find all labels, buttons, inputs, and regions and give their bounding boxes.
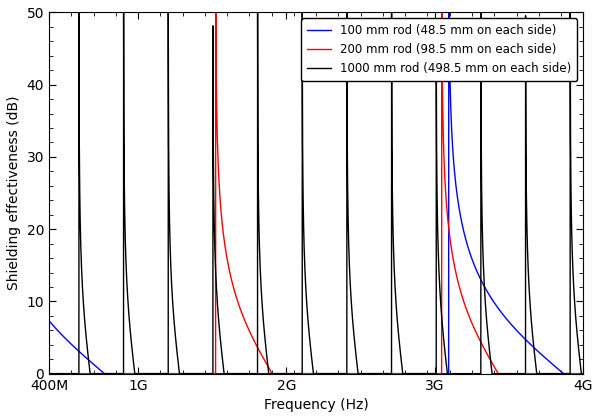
- 1000 mm rod (498.5 mm on each side): [385, 371, 392, 376]
- 200 mm rod (98.5 mm on each side): [46, 371, 53, 376]
- 100 mm rod (48.5 mm on each side): [445, 10, 452, 15]
- X-axis label: Frequency (Hz): Frequency (Hz): [264, 398, 368, 412]
- 100 mm rod (48.5 mm on each side): [385, 371, 392, 376]
- 200 mm rod (98.5 mm on each side): [239, 312, 246, 317]
- Legend: 100 mm rod (48.5 mm on each side), 200 mm rod (98.5 mm on each side), 1000 mm ro: 100 mm rod (48.5 mm on each side), 200 m…: [301, 18, 577, 81]
- Y-axis label: Shielding effectiveness (dB): Shielding effectiveness (dB): [7, 96, 21, 290]
- 200 mm rod (98.5 mm on each side): [212, 10, 219, 15]
- 1000 mm rod (498.5 mm on each side): [470, 371, 477, 376]
- 200 mm rod (98.5 mm on each side): [362, 371, 369, 376]
- 200 mm rod (98.5 mm on each side): [470, 325, 477, 330]
- 100 mm rod (48.5 mm on each side): [46, 318, 53, 323]
- 1000 mm rod (498.5 mm on each side): [239, 371, 246, 376]
- 200 mm rod (98.5 mm on each side): [72, 371, 79, 376]
- 200 mm rod (98.5 mm on each side): [442, 181, 449, 186]
- 100 mm rod (48.5 mm on each side): [101, 371, 108, 376]
- Line: 1000 mm rod (498.5 mm on each side): 1000 mm rod (498.5 mm on each side): [49, 13, 583, 374]
- 200 mm rod (98.5 mm on each side): [385, 371, 392, 376]
- 1000 mm rod (498.5 mm on each side): [76, 10, 83, 15]
- Line: 200 mm rod (98.5 mm on each side): 200 mm rod (98.5 mm on each side): [49, 13, 583, 374]
- 100 mm rod (48.5 mm on each side): [580, 371, 587, 376]
- Line: 100 mm rod (48.5 mm on each side): 100 mm rod (48.5 mm on each side): [49, 13, 583, 374]
- 100 mm rod (48.5 mm on each side): [442, 371, 449, 376]
- 1000 mm rod (498.5 mm on each side): [362, 371, 369, 376]
- 1000 mm rod (498.5 mm on each side): [442, 351, 449, 356]
- 1000 mm rod (498.5 mm on each side): [580, 371, 587, 376]
- 100 mm rod (48.5 mm on each side): [239, 371, 246, 376]
- 1000 mm rod (498.5 mm on each side): [46, 371, 53, 376]
- 100 mm rod (48.5 mm on each side): [470, 261, 478, 266]
- 100 mm rod (48.5 mm on each side): [362, 371, 369, 376]
- 100 mm rod (48.5 mm on each side): [72, 346, 79, 351]
- 200 mm rod (98.5 mm on each side): [580, 371, 587, 376]
- 1000 mm rod (498.5 mm on each side): [72, 371, 79, 376]
